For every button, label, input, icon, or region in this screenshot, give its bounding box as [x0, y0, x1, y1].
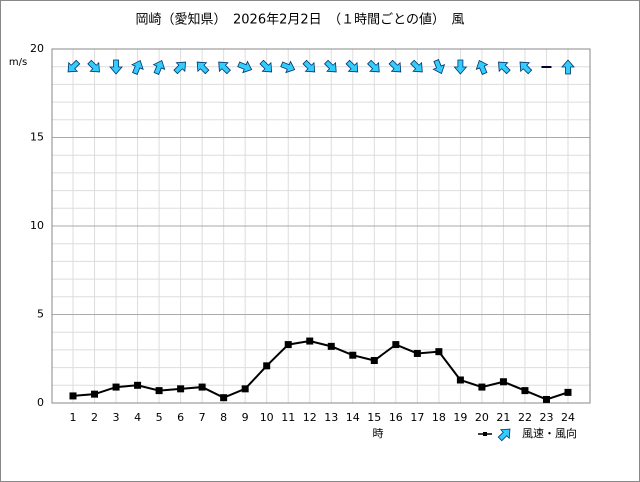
y-tick-label: 5 [37, 308, 44, 321]
x-tick-label: 14 [346, 411, 360, 424]
x-tick-label: 2 [91, 411, 98, 424]
legend: 風速・風向 [478, 426, 577, 440]
point [349, 351, 357, 359]
wind-arrow [498, 61, 511, 75]
x-tick-label: 10 [260, 411, 274, 424]
x-tick-label: 4 [134, 411, 141, 424]
wind-arrow [367, 59, 380, 73]
y-tick-label: 20 [30, 42, 44, 55]
wind-arrow [302, 59, 316, 73]
point [456, 376, 464, 384]
wind-arrow [432, 59, 446, 75]
wind-arrow [109, 59, 123, 75]
legend-arrow [497, 428, 511, 442]
point [392, 341, 400, 349]
point [263, 362, 271, 370]
wind-arrow [67, 59, 81, 73]
x-axis-label: 時 [373, 427, 384, 440]
wind-arrow [196, 61, 210, 75]
wind-arrow [345, 59, 359, 73]
wind-arrow [131, 59, 144, 75]
chart-title: 岡崎（愛知県） 2026年2月2日 （１時間ごとの値） 風 [136, 12, 465, 28]
point [413, 349, 421, 357]
x-tick-label: 17 [410, 411, 424, 424]
x-tick-label: 7 [199, 411, 206, 424]
line [72, 340, 569, 401]
wind-arrow [237, 60, 253, 74]
point [478, 383, 486, 391]
wind-arrow [561, 59, 575, 75]
point [198, 383, 206, 391]
wind-arrow [453, 59, 468, 75]
x-tick-label: 22 [518, 411, 532, 424]
wind-arrow [323, 59, 337, 73]
point [69, 392, 77, 400]
point [521, 387, 529, 395]
point [499, 378, 507, 386]
point [134, 381, 142, 389]
x-tick-label: 5 [156, 411, 163, 424]
wind-arrow [152, 59, 166, 75]
wind-arrow [519, 61, 533, 75]
x-tick-label: 1 [70, 411, 77, 424]
x-tick-label: 15 [367, 411, 381, 424]
point [435, 348, 443, 356]
point [241, 385, 249, 393]
x-tick-label: 8 [220, 411, 227, 424]
wind-arrow [87, 59, 100, 73]
legend-marker [483, 432, 487, 436]
x-tick-label: 3 [113, 411, 120, 424]
point [306, 337, 314, 345]
x-tick-label: 19 [453, 411, 467, 424]
x-tick-label: 20 [475, 411, 489, 424]
x-tick-label: 16 [389, 411, 403, 424]
wind-arrow [280, 60, 296, 74]
x-tick-label: 23 [539, 411, 553, 424]
wind-arrow [475, 59, 489, 75]
wind-arrow [259, 59, 273, 73]
point [370, 357, 378, 365]
point [564, 388, 572, 396]
x-tick-label: 13 [324, 411, 338, 424]
point [177, 385, 185, 393]
y-tick-label: 15 [30, 131, 44, 144]
point [91, 390, 99, 398]
y-tick-label: 10 [30, 219, 44, 232]
x-tick-label: 12 [303, 411, 317, 424]
point [112, 383, 120, 391]
wind-arrow [388, 59, 402, 73]
y-tick-label: 0 [37, 396, 44, 409]
wind-arrow [173, 61, 186, 75]
point [327, 342, 335, 350]
x-tick-label: 6 [177, 411, 184, 424]
point [542, 395, 550, 403]
wind-arrow [410, 59, 423, 73]
x-tick-label: 9 [242, 411, 249, 424]
x-tick-label: 11 [281, 411, 295, 424]
point [284, 341, 292, 349]
x-tick-label: 24 [561, 411, 575, 424]
point [155, 387, 163, 395]
legend-label: 風速・風向 [522, 426, 577, 440]
plot-border [51, 48, 591, 404]
wind-arrow [218, 61, 231, 75]
point [220, 394, 228, 402]
y-axis-label: m/s [9, 57, 27, 68]
x-tick-label: 18 [432, 411, 446, 424]
x-tick-label: 21 [496, 411, 510, 424]
